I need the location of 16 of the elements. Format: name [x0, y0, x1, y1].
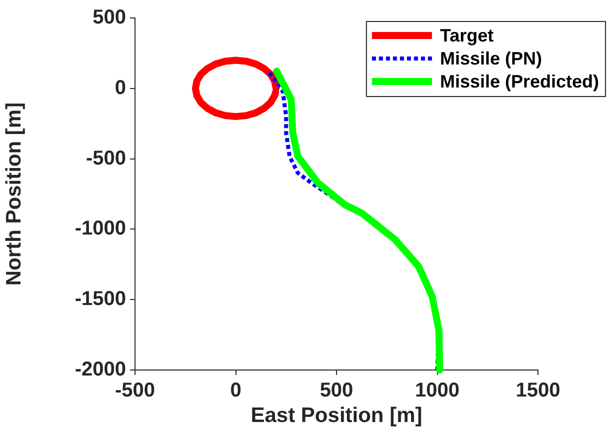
legend-label: Target [440, 25, 494, 46]
y-tick-label: -2000 [74, 358, 126, 381]
y-tick-label: -500 [86, 147, 126, 170]
legend-label: Missile (PN) [440, 48, 542, 68]
x-tick-label: 500 [320, 380, 354, 402]
legend-label: Missile (Predicted) [440, 71, 600, 92]
y-tick-label: -1000 [74, 218, 126, 240]
y-tick-label: -1500 [74, 288, 126, 310]
y-tick-label: 500 [92, 6, 126, 29]
x-axis-title: East Position [m] [250, 404, 422, 428]
x-tick-label: 0 [230, 380, 242, 402]
y-tick-label: 0 [114, 76, 126, 99]
x-tick-label: 1500 [516, 380, 560, 402]
y-axis-title: North Position [m] [2, 102, 26, 286]
x-tick-label: 1000 [415, 380, 460, 402]
x-tick-label: -500 [114, 380, 156, 402]
